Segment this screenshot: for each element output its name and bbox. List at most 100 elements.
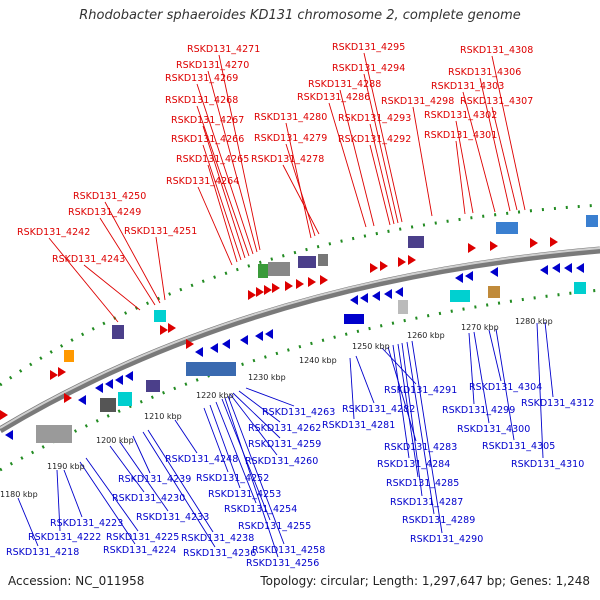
gene-label[interactable]: RSKD131_4302 [424,110,497,121]
gene-label[interactable]: RSKD131_4254 [224,504,297,515]
gene-label[interactable]: RSKD131_4286 [297,92,370,103]
gene-label[interactable]: RSKD131_4270 [176,60,249,71]
gene-feature-block [450,290,470,302]
reverse-gene-arrow [490,267,498,277]
reverse-gene-arrow [78,395,86,405]
gene-label[interactable]: RSKD131_4303 [431,81,504,92]
gene-label[interactable]: RSKD131_4279 [254,133,327,144]
gene-label[interactable]: RSKD131_4248 [165,454,238,465]
gene-connector-line [397,343,419,478]
reverse-gene-arrow [195,347,203,357]
gene-label[interactable]: RSKD131_4238 [181,533,254,544]
gene-label[interactable]: RSKD131_4293 [338,113,411,124]
gene-label[interactable]: RSKD131_4224 [103,545,176,556]
gene-label[interactable]: RSKD131_4292 [338,134,411,145]
gene-label[interactable]: RSKD131_4306 [448,67,521,78]
gene-label[interactable]: RSKD131_4250 [73,191,146,202]
gene-label[interactable]: RSKD131_4287 [390,497,463,508]
reverse-gene-arrow [255,331,263,341]
gene-label[interactable]: RSKD131_4262 [248,423,321,434]
gene-label[interactable]: RSKD131_4282 [342,404,415,415]
gene-label[interactable]: RSKD131_4225 [106,532,179,543]
gene-label[interactable]: RSKD131_4288 [308,79,381,90]
gene-label[interactable]: RSKD131_4285 [386,478,459,489]
gene-label[interactable]: RSKD131_4256 [246,558,319,569]
gene-label[interactable]: RSKD131_4236 [183,548,256,559]
topology-info-text: Topology: circular; Length: 1,297,647 bp… [260,574,590,588]
gene-label[interactable]: RSKD131_4281 [322,420,395,431]
gene-label[interactable]: RSKD131_4230 [112,493,185,504]
gene-label[interactable]: RSKD131_4295 [332,42,405,53]
gene-label[interactable]: RSKD131_4239 [118,474,191,485]
gene-label[interactable]: RSKD131_4253 [208,489,281,500]
forward-gene-arrow [50,370,58,380]
gene-label[interactable]: RSKD131_4249 [68,207,141,218]
gene-connector-line [381,347,417,385]
gene-label[interactable]: RSKD131_4223 [50,518,123,529]
gene-label[interactable]: RSKD131_4267 [171,115,244,126]
gene-label[interactable]: RSKD131_4259 [248,439,321,450]
gene-label[interactable]: RSKD131_4278 [251,154,324,165]
kbp-tick-label: 1220 kbp [196,391,234,400]
gene-label[interactable]: RSKD131_4294 [332,63,405,74]
gene-feature-block [100,398,116,412]
gene-label[interactable]: RSKD131_4251 [124,226,197,237]
reverse-gene-arrow [240,335,248,345]
reverse-gene-arrow [125,371,133,381]
gene-feature-block [186,362,236,376]
outer-tick-ring [0,203,600,387]
gene-label[interactable]: RSKD131_4291 [384,385,457,396]
accession-text: Accession: NC_011958 [8,574,145,588]
gene-label[interactable]: RSKD131_4260 [245,456,318,467]
gene-label[interactable]: RSKD131_4252 [196,473,269,484]
gene-label[interactable]: RSKD131_4299 [442,405,515,416]
forward-gene-arrow [58,367,66,377]
gene-label[interactable]: RSKD131_4307 [460,96,533,107]
gene-label[interactable]: RSKD131_4218 [6,547,79,558]
gene-connector-line [203,407,229,473]
gene-connector-line [196,83,254,255]
gene-label[interactable]: RSKD131_4284 [377,459,450,470]
gene-label[interactable]: RSKD131_4265 [176,154,249,165]
gene-label[interactable]: RSKD131_4255 [238,521,311,532]
gene-connector-line [196,105,250,257]
gene-connector-line [285,143,316,237]
gene-connector-line [355,355,375,404]
genome-backbone [0,246,600,434]
gene-connector-line [83,264,141,311]
reverse-gene-arrow [576,263,584,273]
gene-label[interactable]: RSKD131_4243 [52,254,125,265]
gene-connector-line [48,237,119,323]
gene-connector-line [544,321,554,398]
gene-label[interactable]: RSKD131_4263 [262,407,335,418]
gene-label[interactable]: RSKD131_4233 [136,512,209,523]
gene-label[interactable]: RSKD131_4300 [457,424,530,435]
gene-label[interactable]: RSKD131_4301 [424,130,497,141]
gene-label[interactable]: RSKD131_4312 [521,398,594,409]
gene-label[interactable]: RSKD131_4283 [384,442,457,453]
gene-label[interactable]: RSKD131_4271 [187,44,260,55]
genome-backbone-highlight [0,247,600,429]
gene-label[interactable]: RSKD131_4242 [17,227,90,238]
gene-label[interactable]: RSKD131_4266 [171,134,244,145]
gene-connector-line [229,393,278,456]
gene-label[interactable]: RSKD131_4290 [410,534,483,545]
gene-label[interactable]: RSKD131_4304 [469,382,542,393]
gene-connector-line [412,106,433,217]
gene-label[interactable]: RSKD131_4258 [252,545,325,556]
gene-connector-line [462,91,496,213]
reverse-gene-arrow [540,265,548,275]
gene-label[interactable]: RSKD131_4269 [165,73,238,84]
gene-label[interactable]: RSKD131_4268 [165,95,238,106]
gene-label[interactable]: RSKD131_4280 [254,112,327,123]
gene-label[interactable]: RSKD131_4310 [511,459,584,470]
gene-feature-block [146,380,160,392]
gene-label[interactable]: RSKD131_4298 [381,96,454,107]
gene-label[interactable]: RSKD131_4308 [460,45,533,56]
gene-label[interactable]: RSKD131_4222 [28,532,101,543]
gene-label[interactable]: RSKD131_4289 [402,515,475,526]
gene-label[interactable]: RSKD131_4264 [166,176,239,187]
gene-connector-line [285,122,312,239]
gene-label[interactable]: RSKD131_4305 [482,441,555,452]
gene-connector-line [536,322,544,459]
